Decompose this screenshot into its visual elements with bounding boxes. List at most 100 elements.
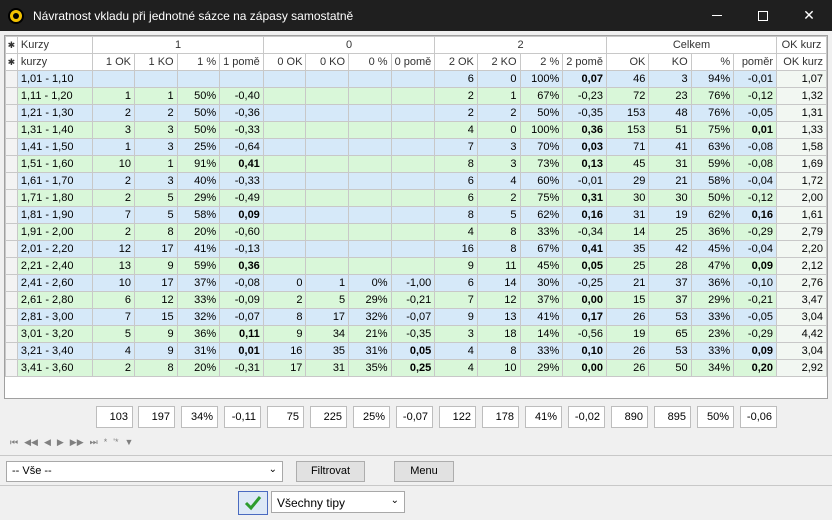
table-cell: 50% — [176, 87, 221, 105]
column-header[interactable]: 1 KO — [133, 53, 178, 71]
table-cell: 25 — [605, 257, 650, 275]
column-header[interactable]: 1 OK — [92, 53, 135, 71]
table-cell: 48 — [648, 104, 692, 122]
column-header[interactable]: 2 KO — [476, 53, 521, 71]
table-cell: 8 — [133, 223, 178, 241]
column-header[interactable]: poměr — [733, 53, 777, 71]
table-cell: 8 — [434, 155, 478, 173]
table-cell: 1 — [92, 87, 135, 105]
table-row[interactable]: 1,91 - 2,00 2 8 20% -0,60 4 8 33% -0,34 14 25 36% -0… — [5, 223, 827, 241]
maximize-button[interactable] — [740, 0, 786, 31]
table-cell — [305, 87, 350, 105]
table-cell: 63% — [690, 138, 735, 156]
table-row[interactable]: 2,01 - 2,20 12 17 41% -0,13 16 8 67% 0,41 35 42 45%… — [5, 240, 827, 258]
table-row[interactable]: 1,81 - 1,90 7 5 58% 0,09 8 5 62% 0,16 31 19 62% 0,16… — [5, 206, 827, 224]
column-header[interactable]: 0 OK — [262, 53, 307, 71]
table-cell: 2 — [92, 172, 135, 190]
table-cell: 5 — [476, 206, 521, 224]
table-cell: 2,79 — [776, 223, 827, 241]
table-cell: 1,31 - 1,40 — [16, 121, 94, 139]
table-cell: 33% — [519, 223, 564, 241]
table-cell: 6 — [434, 172, 478, 190]
add-record-icon[interactable]: * — [103, 437, 108, 447]
table-cell — [348, 138, 392, 156]
column-header[interactable]: 0 pomě — [390, 53, 436, 71]
table-cell — [348, 104, 392, 122]
table-cell: 7 — [92, 206, 135, 224]
table-cell: -0,31 — [219, 359, 264, 377]
table-cell: 35% — [348, 359, 392, 377]
table-cell: 1,81 - 1,90 — [16, 206, 94, 224]
table-cell: 100% — [519, 70, 564, 88]
table-cell: 8 — [133, 359, 178, 377]
column-header[interactable]: 2 OK — [434, 53, 478, 71]
table-row[interactable]: 2,41 - 2,60 10 17 37% -0,08 0 1 0% -1,00 6 14 30% -0… — [5, 274, 827, 292]
table-cell — [348, 240, 392, 258]
table-cell: 9 — [434, 257, 478, 275]
app-logo-icon — [8, 7, 24, 24]
column-header[interactable]: % — [690, 53, 735, 71]
table-cell: 1,61 — [776, 206, 827, 224]
table-row[interactable]: 3,41 - 3,60 2 8 20% -0,31 17 31 35% 0,25 4 10 29% 0,… — [5, 359, 827, 377]
last-record-icon[interactable]: ⏭ — [89, 436, 98, 447]
next-page-icon[interactable]: ▶▶ — [69, 436, 84, 447]
table-cell: 21 — [648, 172, 692, 190]
minimize-button[interactable] — [694, 0, 740, 31]
table-cell: 8 — [262, 308, 307, 326]
column-header[interactable]: KO — [648, 53, 692, 71]
table-row[interactable]: 1,11 - 1,20 1 1 50% -0,40 2 1 67% -0,23 72 23 76% -0… — [5, 87, 827, 105]
table-cell: 13 — [476, 308, 521, 326]
table-row[interactable]: 2,21 - 2,40 13 9 59% 0,36 9 11 45% 0,05 25 28 47% 0,… — [5, 257, 827, 275]
next-record-icon[interactable]: ▶ — [56, 436, 64, 447]
table-cell: 36% — [690, 223, 735, 241]
table-cell: 1 — [92, 138, 135, 156]
column-header[interactable]: 1 pomě — [219, 53, 264, 71]
table-cell: -0,05 — [733, 308, 777, 326]
column-header[interactable]: 0 % — [348, 53, 392, 71]
previous-record-icon[interactable]: ◀ — [43, 436, 51, 447]
row-indicator — [5, 291, 18, 309]
column-header[interactable]: 1 % — [176, 53, 221, 71]
table-cell — [262, 155, 307, 173]
table-cell: 8 — [476, 240, 521, 258]
menu-button[interactable]: Menu — [394, 461, 454, 482]
filter-select[interactable]: -- Vše -- ⌄ — [6, 461, 283, 482]
table-cell — [219, 70, 264, 88]
table-row[interactable]: 3,21 - 3,40 4 9 31% 0,01 16 35 31% 0,05 4 8 33% 0,10… — [5, 342, 827, 360]
table-cell: 1,32 — [776, 87, 827, 105]
previous-page-icon[interactable]: ◀◀ — [24, 436, 38, 447]
table-cell: 6 — [434, 274, 478, 292]
table-cell — [305, 155, 350, 173]
table-cell: 1 — [133, 155, 178, 173]
filter-icon[interactable]: ▼ — [124, 437, 134, 447]
tips-select[interactable]: Všechny tipy ⌄ — [271, 491, 405, 513]
table-cell: 1,72 — [776, 172, 827, 190]
table-row[interactable]: 1,31 - 1,40 3 3 50% -0,33 4 0 100% 0,36 153 51 75% 0… — [5, 121, 827, 139]
table-row[interactable]: 1,51 - 1,60 10 1 91% 0,41 8 3 73% 0,13 45 31 59% -0,… — [5, 155, 827, 173]
column-header[interactable]: OK kurz — [776, 53, 827, 71]
filter-button[interactable]: Filtrovat — [296, 461, 365, 482]
table-row[interactable]: 1,01 - 1,10 6 0 100% 0,07 46 3 94% -0,01 1,07 — [5, 70, 827, 88]
first-record-icon[interactable]: ⏮ — [10, 436, 19, 447]
table-row[interactable]: 1,61 - 1,70 2 3 40% -0,33 6 4 60% -0,01 29 21 58% -0… — [5, 172, 827, 190]
column-header[interactable]: OK — [605, 53, 650, 71]
close-button[interactable]: ✕ — [786, 0, 832, 31]
table-row[interactable]: 1,41 - 1,50 1 3 25% -0,64 7 3 70% 0,03 71 41 63% -0,… — [5, 138, 827, 156]
column-header[interactable]: 2 % — [519, 53, 564, 71]
data-grid[interactable]: ✱ Kurzy 1 0 2 Celkem OK kurz ✱ kurzy 1 OK… — [4, 35, 828, 399]
copy-record-icon[interactable]: '* — [113, 437, 119, 447]
total-value: -0,06 — [740, 406, 777, 428]
table-cell: -0,07 — [219, 308, 264, 326]
table-row[interactable]: 2,61 - 2,80 6 12 33% -0,09 2 5 29% -0,21 7 12 37% 0,… — [5, 291, 827, 309]
table-row[interactable]: 1,21 - 1,30 2 2 50% -0,36 2 2 50% -0,35 153 48 76% -… — [5, 104, 827, 122]
table-cell: 8 — [476, 342, 521, 360]
column-header[interactable]: 0 KO — [305, 53, 350, 71]
row-indicator — [5, 138, 18, 156]
column-header[interactable]: 2 pomě — [562, 53, 607, 71]
table-row[interactable]: 2,81 - 3,00 7 15 32% -0,07 8 17 32% -0,07 9 13 41% 0… — [5, 308, 827, 326]
confirm-checkbox[interactable] — [238, 491, 268, 515]
column-header[interactable]: kurzy — [16, 53, 94, 71]
table-row[interactable]: 1,71 - 1,80 2 5 29% -0,49 6 2 75% 0,31 30 30 50% -0,… — [5, 189, 827, 207]
table-row[interactable]: 3,01 - 3,20 5 9 36% 0,11 9 34 21% -0,35 3 18 14% -0,… — [5, 325, 827, 343]
table-cell: 2 — [92, 223, 135, 241]
